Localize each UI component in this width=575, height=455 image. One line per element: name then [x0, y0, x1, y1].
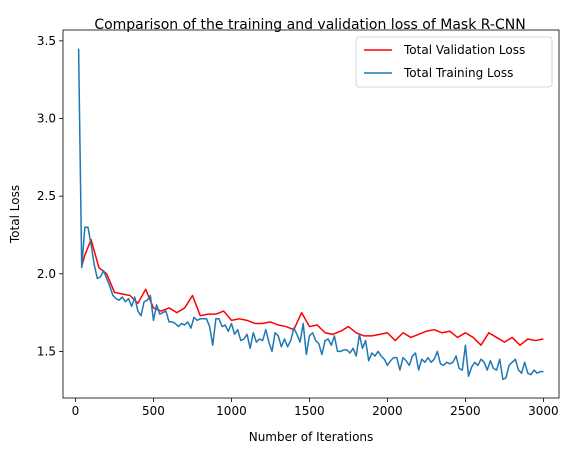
- y-tick-label: 3.5: [37, 34, 56, 48]
- x-tick-label: 1500: [294, 404, 325, 418]
- y-tick-label: 1.5: [37, 344, 56, 358]
- x-tick-label: 0: [72, 404, 80, 418]
- y-tick-label: 3.0: [37, 112, 56, 126]
- y-axis: 1.5 2.0 2.5 3.0 3.5: [37, 34, 63, 358]
- y-tick-label: 2.5: [37, 189, 56, 203]
- x-tick-label: 2500: [450, 404, 481, 418]
- chart-title: Comparison of the training and validatio…: [94, 17, 525, 33]
- y-tick-label: 2.0: [37, 267, 56, 281]
- x-tick-label: 2000: [372, 404, 403, 418]
- legend-box: [355, 36, 553, 88]
- x-tick-label: 500: [142, 404, 165, 418]
- x-tick-label: 1000: [216, 404, 247, 418]
- series-line-training: [77, 48, 544, 381]
- x-axis-label: Number of Iterations: [249, 430, 374, 444]
- x-tick-label: 3000: [528, 404, 559, 418]
- legend: Total Validation Loss Total Training Los…: [355, 36, 553, 88]
- legend-label-training: Total Training Loss: [403, 66, 513, 80]
- series-line-validation: [80, 238, 544, 346]
- x-axis: 0 500 1000 1500 2000 2500 3000: [72, 398, 559, 418]
- legend-label-validation: Total Validation Loss: [403, 43, 525, 57]
- plot-lines: [77, 48, 544, 381]
- y-axis-label: Total Loss: [8, 185, 22, 244]
- plot-frame: [62, 29, 560, 399]
